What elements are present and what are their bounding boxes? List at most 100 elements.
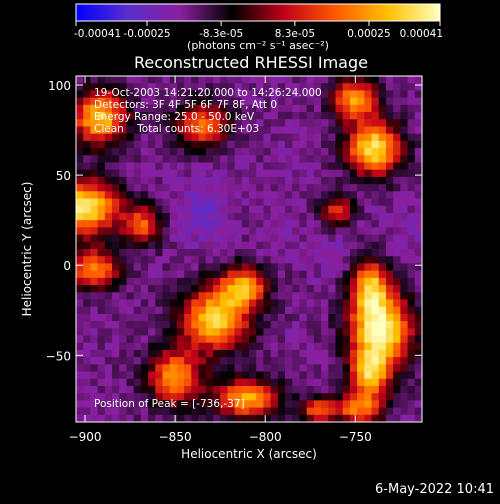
heatmap-cell [364, 220, 373, 228]
heatmap-cell [97, 277, 106, 286]
heatmap-cell [155, 112, 164, 120]
heatmap-cell [169, 234, 178, 243]
heatmap-cell [342, 234, 351, 243]
heatmap-cell [133, 184, 142, 192]
heatmap-cell [277, 378, 286, 387]
heatmap-cell [321, 169, 329, 178]
heatmap-cell [400, 349, 409, 358]
heatmap-cell [104, 119, 113, 128]
heatmap-cell [321, 241, 329, 250]
heatmap-cell [212, 378, 221, 387]
heatmap-cell [292, 328, 301, 337]
heatmap-cell [313, 212, 322, 221]
heatmap-cell [285, 184, 293, 192]
heatmap-cell [90, 148, 99, 156]
heatmap-cell [112, 212, 120, 221]
heatmap-cell [385, 249, 394, 257]
heatmap-cell [198, 104, 207, 113]
heatmap-cell [321, 393, 329, 401]
heatmap-cell [169, 357, 178, 365]
heatmap-cell [220, 212, 228, 221]
heatmap-cell [306, 263, 315, 272]
heatmap-cell [126, 364, 135, 373]
heatmap-cell [241, 371, 250, 380]
heatmap-cell [227, 198, 236, 207]
heatmap-cell [176, 112, 185, 120]
heatmap-cell [76, 306, 84, 315]
heatmap-cell [97, 364, 106, 373]
heatmap-cell [328, 155, 337, 164]
heatmap-cell [321, 90, 329, 99]
heatmap-cell [198, 140, 207, 149]
heatmap-cell [328, 342, 337, 351]
heatmap-cell [371, 393, 380, 401]
heatmap-cell [140, 407, 149, 416]
heatmap-cell [328, 321, 337, 329]
heatmap-cell [321, 321, 329, 329]
heatmap-cell [133, 148, 142, 156]
heatmap-cell [133, 140, 142, 149]
heatmap-cell [393, 76, 401, 84]
heatmap-cell [263, 133, 272, 142]
heatmap-cell [140, 414, 149, 422]
heatmap-cell [76, 155, 84, 164]
heatmap-cell [342, 400, 351, 409]
heatmap-cell [364, 184, 373, 192]
heatmap-cell [176, 241, 185, 250]
heatmap-cell [385, 371, 394, 380]
heatmap-cell [133, 306, 142, 315]
heatmap-cell [184, 76, 192, 84]
heatmap-cell [220, 140, 228, 149]
heatmap-cell [285, 328, 293, 337]
heatmap-cell [162, 148, 171, 156]
heatmap-cell [97, 270, 106, 279]
heatmap-cell [306, 104, 315, 113]
heatmap-cell [378, 227, 387, 236]
heatmap-cell [112, 393, 120, 401]
heatmap-cell [335, 220, 344, 228]
heatmap-cell [133, 97, 142, 106]
heatmap-cell [299, 321, 308, 329]
heatmap-cell [140, 277, 149, 286]
heatmap-cell [342, 205, 351, 214]
heatmap-cell [313, 256, 322, 265]
heatmap-cell [90, 249, 99, 257]
heatmap-cell [220, 306, 228, 315]
heatmap-cell [112, 83, 120, 92]
heatmap-cell [306, 148, 315, 156]
heatmap-cell [119, 393, 128, 401]
heatmap-cell [371, 371, 380, 380]
heatmap-cell [83, 162, 92, 171]
heatmap-cell [400, 76, 409, 84]
heatmap-cell [263, 335, 272, 344]
heatmap-cell [249, 104, 257, 113]
heatmap-cell [313, 184, 322, 192]
heatmap-cell [349, 112, 358, 120]
heatmap-cell [140, 342, 149, 351]
heatmap-cell [198, 335, 207, 344]
heatmap-cell [256, 140, 265, 149]
heatmap-cell [414, 133, 422, 142]
heatmap-cell [148, 205, 156, 214]
heatmap-cell [112, 234, 120, 243]
heatmap-cell [176, 306, 185, 315]
heatmap-cell [148, 414, 156, 422]
heatmap-cell [393, 342, 401, 351]
heatmap-cell [349, 285, 358, 293]
heatmap-cell [270, 155, 279, 164]
heatmap-cell [328, 76, 337, 84]
heatmap-cell [328, 126, 337, 135]
heatmap-cell [249, 227, 257, 236]
heatmap-cell [198, 176, 207, 185]
heatmap-cell [357, 212, 365, 221]
heatmap-cell [285, 76, 293, 84]
heatmap-cell [256, 97, 265, 106]
heatmap-cell [112, 176, 120, 185]
heatmap-cell [378, 155, 387, 164]
heatmap-cell [306, 349, 315, 358]
heatmap-cell [342, 277, 351, 286]
heatmap-cell [220, 313, 228, 322]
heatmap-cell [378, 414, 387, 422]
heatmap-cell [212, 364, 221, 373]
heatmap-cell [184, 407, 192, 416]
